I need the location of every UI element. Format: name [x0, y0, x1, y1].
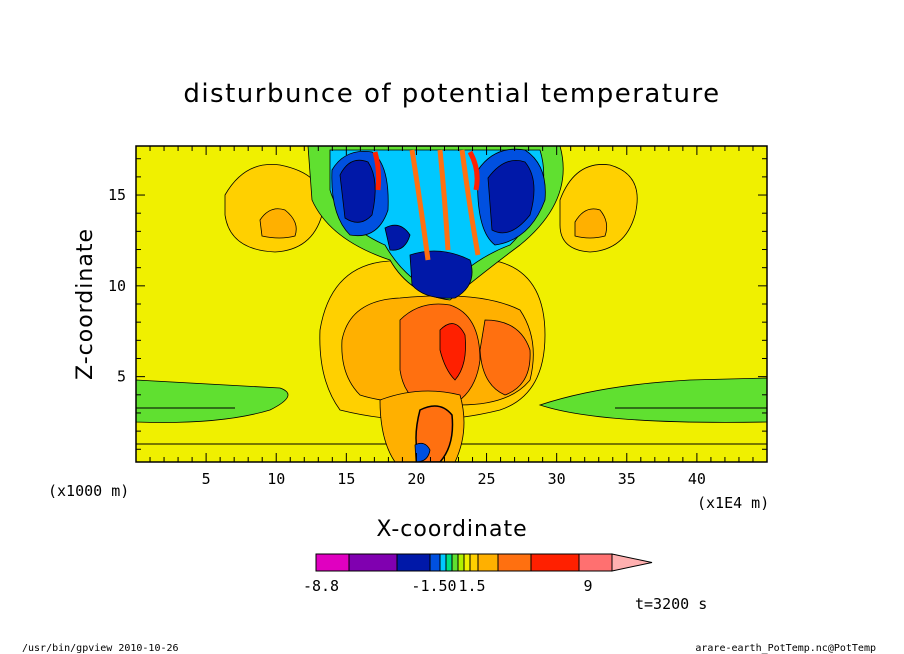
colorbar-tick-label: 1.5	[458, 577, 485, 595]
colorbar-bin	[439, 553, 447, 572]
x-tick-label: 20	[407, 470, 425, 488]
mid-blue-blob	[384, 224, 411, 251]
time-annotation: t=3200 s	[635, 595, 707, 613]
y-axis-label: Z-coordinate	[73, 228, 98, 380]
x-axis-label: X-coordinate	[376, 517, 527, 542]
x-tick-label: 5	[202, 470, 211, 488]
x-tick-label: 15	[337, 470, 355, 488]
colorbar-bin	[497, 553, 532, 572]
colorbar-bin	[530, 553, 580, 572]
green-band-right	[538, 377, 767, 423]
colorbar-tick-label: -8.8	[303, 577, 339, 595]
upper-left-deep	[339, 159, 376, 223]
colorbar-bin	[396, 553, 431, 572]
y-tick-label: 15	[108, 186, 126, 204]
footer-left: /usr/bin/gpview 2010-10-26	[22, 643, 179, 654]
lower-right-lobe	[479, 319, 531, 396]
colorbar-tick-label: 9	[583, 577, 592, 595]
lobe-upper-left-inner	[259, 208, 297, 239]
colorbar-bin	[445, 553, 453, 572]
upper-right-deep	[487, 159, 535, 234]
colorbar-bin	[469, 553, 479, 572]
mid-blue-band	[409, 250, 473, 299]
x-tick-label: 10	[267, 470, 285, 488]
colorbar-bin	[315, 553, 350, 572]
x-tick-label: 40	[688, 470, 706, 488]
colorbar-bin	[429, 553, 441, 572]
green-band-left	[136, 379, 289, 423]
colorbar: -8.8 -1.50 1.5 9	[303, 553, 653, 595]
core-streaks-dark	[372, 150, 480, 191]
y-axis: 5 10 15	[108, 158, 767, 450]
colorbar-bin	[451, 553, 459, 572]
x-axis: 5 10 15 20 25 30 35 40	[149, 146, 754, 488]
colorbar-bin	[477, 553, 499, 572]
colorbar-arrow	[611, 553, 653, 572]
lobe-upper-right-inner	[574, 208, 608, 239]
y-unit-note: (x1000 m)	[48, 482, 129, 500]
lower-warm-peak	[439, 323, 466, 381]
x-tick-label: 35	[618, 470, 636, 488]
x-tick-label: 25	[478, 470, 496, 488]
chart-title: disturbunce of potential temperature	[183, 79, 720, 109]
colorbar-tick-label: -1.50	[411, 577, 456, 595]
plot-area	[136, 146, 767, 462]
lobe-upper-left-outer	[224, 163, 324, 253]
colorbar-bin	[457, 553, 465, 572]
footer-right: arare-earth_PotTemp.nc@PotTemp	[695, 643, 876, 654]
colorbar-bin	[578, 553, 613, 572]
x-unit-note: (x1E4 m)	[697, 494, 769, 512]
x-tick-label: 30	[548, 470, 566, 488]
colorbar-bin	[348, 553, 398, 572]
colorbar-bin	[463, 553, 471, 572]
y-tick-label: 10	[108, 277, 126, 295]
core-streaks	[409, 149, 481, 261]
y-tick-label: 5	[117, 368, 126, 386]
